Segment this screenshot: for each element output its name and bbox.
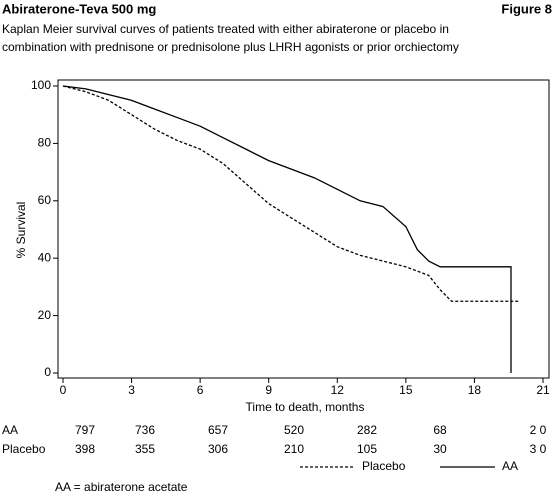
figure-label: Figure 8	[501, 1, 552, 16]
risk-count: 398	[75, 442, 95, 456]
x-tick-label: 12	[331, 383, 345, 397]
x-axis-label: Time to death, months	[246, 400, 365, 414]
risk-count: 355	[135, 442, 155, 456]
x-tick-label: 18	[468, 383, 482, 397]
risk-count: 797	[75, 423, 95, 437]
y-tick-label: 40	[38, 250, 52, 264]
risk-count: 68	[433, 423, 447, 437]
subtitle: combination with prednisone or prednisol…	[2, 40, 459, 54]
y-axis-label: % Survival	[14, 202, 28, 259]
y-tick-label: 0	[44, 365, 51, 379]
risk-count: 2	[530, 423, 537, 437]
risk-count: 0	[540, 442, 547, 456]
subtitle: Kaplan Meier survival curves of patients…	[2, 22, 449, 36]
y-tick-label: 60	[38, 193, 52, 207]
plot-frame	[57, 79, 550, 379]
legend-label: Placebo	[362, 459, 406, 473]
x-tick-label: 0	[60, 383, 67, 397]
survival-curve	[62, 85, 512, 373]
survival-curve	[62, 85, 521, 302]
x-tick-label: 15	[399, 383, 413, 397]
risk-count: 3	[530, 442, 537, 456]
risk-count: 210	[284, 442, 304, 456]
risk-count: 520	[284, 423, 304, 437]
x-tick-label: 3	[128, 383, 135, 397]
footnote: AA = abiraterone acetate	[55, 480, 188, 494]
risk-count: 657	[208, 423, 228, 437]
risk-count: 105	[357, 442, 377, 456]
title: Abiraterone-Teva 500 mg	[2, 1, 156, 16]
x-tick-label: 9	[265, 383, 272, 397]
risk-count: 306	[208, 442, 228, 456]
risk-count: 30	[433, 442, 447, 456]
x-tick-label: 6	[197, 383, 204, 397]
risk-count: 0	[540, 423, 547, 437]
y-tick-label: 20	[38, 308, 52, 322]
y-tick-label: 80	[38, 136, 52, 150]
risk-count: 736	[135, 423, 155, 437]
risk-count: 282	[357, 423, 377, 437]
legend-label: AA	[502, 459, 518, 473]
risk-row-label: Placebo	[2, 442, 46, 456]
x-tick-label: 21	[536, 383, 550, 397]
risk-row-label: AA	[2, 423, 18, 437]
y-tick-label: 100	[31, 78, 51, 92]
